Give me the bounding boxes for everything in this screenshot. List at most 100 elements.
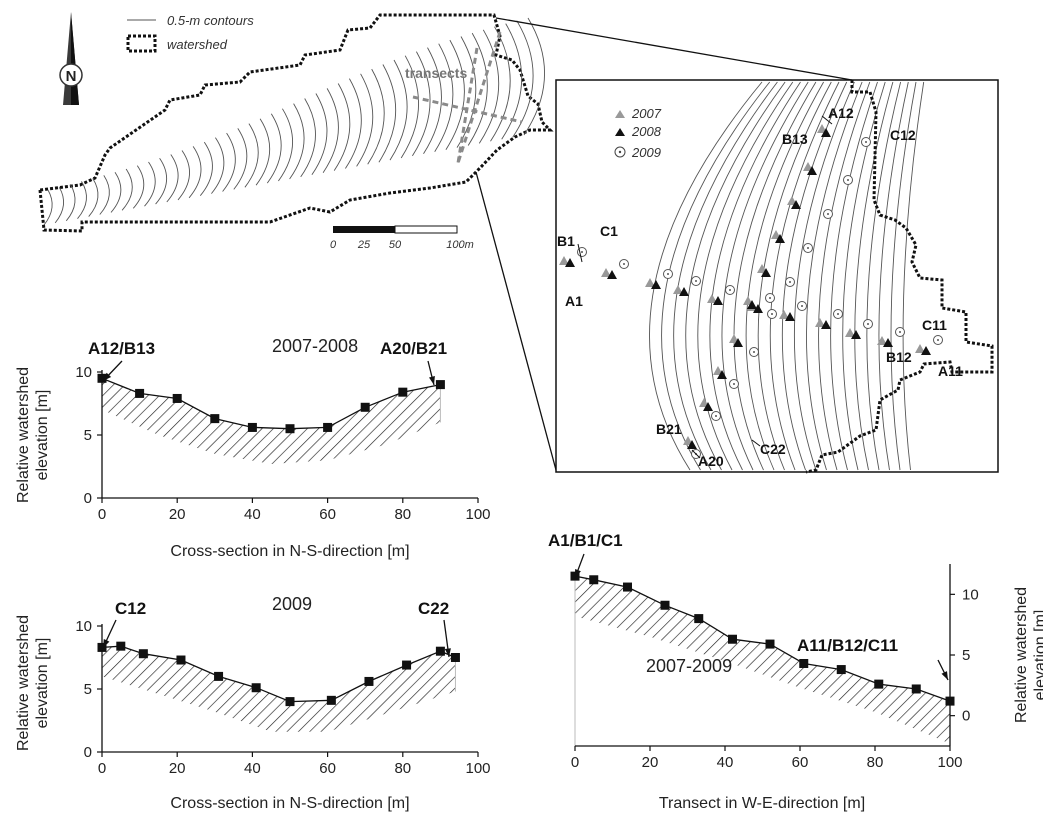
x-tick-label: 20: [169, 506, 186, 523]
zoom-line-bottom: [475, 171, 557, 471]
arrowhead-icon: [941, 671, 948, 680]
map-contour: [121, 168, 133, 211]
map-contour: [412, 51, 431, 157]
x-tick-label: 80: [867, 754, 884, 771]
data-point: [285, 424, 295, 434]
leader-A12: [821, 115, 833, 125]
marker-2008-we: [883, 338, 893, 347]
marker-2008-we: [651, 280, 661, 289]
map-contour: [132, 165, 145, 209]
data-point: [874, 679, 884, 689]
x-tick-label: 20: [642, 754, 659, 771]
x-tick-label: 60: [792, 754, 809, 771]
marker-2009-ns-dot: [807, 247, 809, 249]
marker-2009-ns-dot: [771, 313, 773, 315]
scale-tick-100m: 100m: [446, 239, 474, 251]
marker-2007-we: [601, 268, 611, 277]
data-point: [589, 575, 599, 585]
inset-contour: [890, 81, 917, 471]
data-point: [326, 695, 336, 705]
surface-line: [101, 377, 441, 430]
inset-contour: [878, 81, 909, 471]
inset-contour: [902, 81, 925, 471]
map-contour: [434, 43, 454, 152]
inset-contour: [697, 81, 794, 471]
map-contour: [456, 36, 477, 148]
marker-2009-ns-dot: [865, 141, 867, 143]
marker-2008-we: [607, 270, 617, 279]
surface-line: [574, 575, 951, 702]
inset-contour: [733, 81, 817, 471]
map-contour: [211, 137, 225, 194]
map-contour: [222, 132, 236, 192]
watershed-legend-label: watershed: [167, 37, 228, 52]
x-tick-label: 40: [717, 754, 734, 771]
data-point: [251, 683, 261, 693]
map-contour: [43, 189, 53, 226]
label-C11: C11: [922, 317, 947, 333]
arrowhead-icon: [429, 376, 435, 385]
annotation-label: A11/B12/C11: [797, 636, 898, 655]
inset-contour: [769, 81, 840, 471]
label-C12: C12: [890, 127, 916, 143]
data-point: [570, 571, 580, 581]
map-contour: [65, 184, 76, 222]
data-point: [116, 641, 126, 651]
data-point: [450, 653, 460, 662]
marker-2007-we: [559, 256, 569, 265]
map-contour: [233, 128, 248, 190]
map-contour: [77, 181, 87, 219]
inset-contour: [745, 81, 824, 471]
map-contour: [54, 186, 65, 224]
map-contour: [400, 55, 420, 159]
x-tick-label: 100: [465, 760, 490, 777]
map-contour: [88, 178, 99, 217]
data-point: [247, 422, 257, 432]
north-letter: N: [66, 68, 77, 85]
leader-A20: [691, 449, 701, 459]
map-contour: [266, 113, 282, 184]
map-contour: [333, 83, 351, 171]
watershed-legend-swatch: [126, 34, 157, 53]
marker-2009-we-dot: [801, 305, 803, 307]
map-legend: 0.5-m contours watershed: [126, 13, 254, 53]
data-point: [660, 600, 670, 610]
marker-2008-ns: [687, 440, 697, 449]
map-contour: [244, 123, 259, 188]
y-tick-label: 0: [84, 744, 92, 761]
map-contour: [389, 59, 408, 161]
erosion-hatch-area: [102, 646, 456, 732]
map-contour: [478, 29, 500, 144]
y-tick-label: 5: [84, 681, 92, 698]
annotation-label: C12: [115, 599, 146, 618]
marker-2007-we: [915, 344, 925, 353]
inset-contour: [793, 81, 855, 471]
label-B1: B1: [557, 233, 575, 249]
x-tick-label: 0: [98, 506, 106, 523]
data-point: [799, 658, 809, 668]
marker-2008-we: [753, 304, 763, 313]
arrowhead-icon: [444, 648, 451, 657]
data-point: [435, 646, 445, 656]
y-tick-label: 10: [75, 364, 92, 381]
inset-survey-markers: [559, 124, 943, 459]
marker-2008-ns: [807, 166, 817, 175]
inset-contour: [661, 81, 771, 471]
label-B21: B21: [656, 421, 682, 437]
x-tick-label: 60: [319, 760, 336, 777]
north-arrow-icon: N: [59, 12, 83, 105]
marker-2009-we-dot: [837, 313, 839, 315]
data-point: [402, 660, 412, 670]
watershed-outline: [38, 13, 554, 233]
inset-map: 2007 2008 2009 A12 B13 C12 B1 C1 A1 C11 …: [555, 79, 999, 474]
x-tick-label: 40: [244, 506, 261, 523]
inset-contour-lines: [649, 81, 925, 471]
data-point: [360, 402, 370, 412]
x-tick-label: 0: [98, 760, 106, 777]
marker-2009-we-dot: [769, 297, 771, 299]
marker-2008-ns: [791, 200, 801, 209]
marker-2008-ns: [733, 338, 743, 347]
y-tick-label: 5: [962, 647, 970, 664]
inset-contour: [757, 81, 832, 471]
